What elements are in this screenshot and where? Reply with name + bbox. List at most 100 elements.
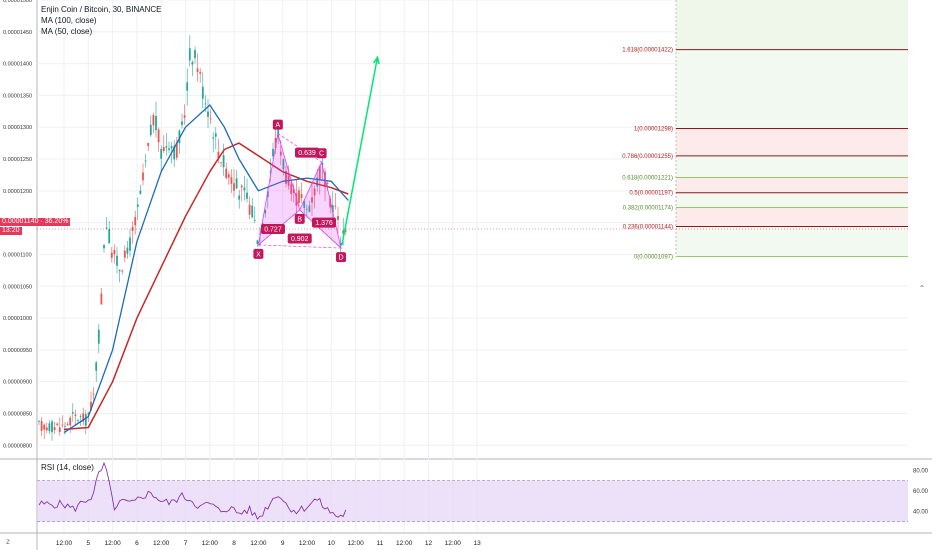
fib-zone bbox=[676, 49, 908, 129]
candle-body bbox=[318, 166, 321, 181]
x-tick-label: 10 bbox=[328, 540, 336, 547]
candle-body bbox=[266, 191, 269, 198]
y-tick-label: 0.00001300 bbox=[3, 125, 32, 131]
candle-body bbox=[100, 293, 103, 305]
candle-body bbox=[201, 86, 204, 99]
candle-body bbox=[337, 216, 339, 220]
candle-body bbox=[77, 420, 79, 422]
candle-body bbox=[105, 227, 108, 229]
rsi-line bbox=[38, 461, 347, 520]
pattern-point-badge bbox=[272, 119, 283, 130]
ma50-legend[interactable]: MA (50, close) bbox=[41, 27, 93, 36]
candle-body bbox=[235, 178, 238, 189]
fib-zone bbox=[676, 226, 908, 257]
rsi-legend[interactable]: RSI (14, close) bbox=[41, 463, 94, 472]
y-tick-label: 0.00001450 bbox=[3, 30, 32, 36]
candle-body bbox=[331, 205, 334, 213]
candle-body bbox=[204, 103, 207, 105]
candle-body bbox=[152, 115, 155, 126]
fib-level-label: 1(0.00001298) bbox=[634, 126, 673, 132]
fib-level-label: 0.236(0.00001144) bbox=[623, 224, 673, 230]
last-price-tag: 0.00001140 · 36.20% bbox=[0, 218, 71, 226]
candle-body bbox=[248, 204, 251, 215]
candle-body bbox=[196, 68, 199, 72]
candle-body bbox=[272, 148, 274, 157]
candle-body bbox=[79, 416, 82, 417]
candle-body bbox=[246, 192, 248, 199]
candle-body bbox=[108, 228, 111, 244]
ma50-line bbox=[63, 104, 349, 434]
candle-body bbox=[92, 393, 95, 395]
x-tick-label: 12:00 bbox=[396, 540, 413, 547]
candle-body bbox=[48, 423, 51, 432]
candle-body bbox=[305, 208, 308, 210]
candle-body bbox=[178, 130, 181, 144]
candle-body bbox=[308, 205, 311, 212]
pattern-point-label: D bbox=[338, 255, 343, 262]
candle-body bbox=[311, 197, 313, 203]
candle-body bbox=[82, 413, 85, 422]
candle-body bbox=[181, 121, 183, 126]
candle-body bbox=[170, 146, 173, 149]
candle-body bbox=[264, 210, 267, 214]
candle-body bbox=[233, 183, 235, 191]
pattern-ratio-badge bbox=[295, 147, 319, 158]
bar-timer: 13:20 bbox=[2, 227, 20, 234]
candle-body bbox=[43, 424, 46, 430]
candle-body bbox=[191, 61, 194, 65]
candle-body bbox=[121, 270, 124, 272]
y-tick-label: 0.00000950 bbox=[3, 348, 32, 354]
candle-body bbox=[334, 205, 337, 207]
x-tick-label: 8 bbox=[232, 540, 236, 547]
x-tick-label: 11 bbox=[377, 540, 384, 547]
candle-body bbox=[256, 240, 259, 244]
rsi-tick-label: 40.00 bbox=[913, 509, 929, 515]
candle-body bbox=[139, 190, 142, 195]
candle-body bbox=[212, 137, 215, 139]
candle-body bbox=[162, 147, 165, 152]
candle-body bbox=[253, 220, 256, 221]
candle-body bbox=[90, 401, 92, 411]
symbol-title[interactable]: Enjin Coin / Bitcoin, 30, BINANCE bbox=[41, 5, 162, 14]
settings-icon[interactable]: ⌃ bbox=[918, 284, 926, 293]
pattern-point-badge bbox=[316, 148, 327, 159]
pattern-point-badge bbox=[253, 248, 264, 259]
candle-body bbox=[269, 171, 272, 173]
candle-body bbox=[56, 423, 59, 425]
rsi-tick-label: 60.00 bbox=[913, 489, 929, 495]
candle-body bbox=[97, 329, 100, 344]
candle-body bbox=[38, 420, 40, 422]
bar-countdown: 13:20 bbox=[0, 227, 22, 235]
candle-body bbox=[87, 412, 90, 415]
candle-body bbox=[74, 414, 77, 416]
y-tick-label: 0.00001050 bbox=[3, 284, 32, 290]
candle-body bbox=[227, 174, 230, 178]
fib-zone bbox=[676, 155, 908, 178]
x-tick-label: 7 bbox=[184, 540, 188, 547]
candle-body bbox=[155, 116, 157, 131]
zoom-icon[interactable]: z bbox=[6, 537, 10, 546]
candle-body bbox=[230, 177, 233, 184]
pattern-point-badge bbox=[294, 213, 305, 224]
y-tick-label: 0.00001100 bbox=[3, 252, 32, 258]
pattern-ratio-label: 0.902 bbox=[291, 236, 309, 243]
candle-body bbox=[292, 188, 295, 193]
fib-zone bbox=[676, 128, 908, 156]
x-tick-label: 5 bbox=[86, 540, 90, 547]
candle-body bbox=[142, 172, 144, 181]
candle-body bbox=[95, 362, 98, 371]
y-tick-label: 0.00001250 bbox=[3, 157, 32, 163]
fib-level-label: 0.786(0.00001255) bbox=[622, 154, 673, 160]
x-tick-label: 12:00 bbox=[153, 540, 170, 547]
candle-body bbox=[51, 421, 53, 433]
x-tick-label: 12:00 bbox=[445, 540, 462, 547]
candle-body bbox=[45, 427, 48, 431]
candle-body bbox=[220, 162, 222, 164]
last-price: 0.00001140 bbox=[2, 218, 39, 225]
y-tick-label: 0.00000850 bbox=[3, 411, 32, 417]
candle-body bbox=[103, 244, 105, 249]
candle-body bbox=[71, 412, 74, 414]
ma100-legend[interactable]: MA (100, close) bbox=[41, 16, 97, 25]
candle-body bbox=[342, 230, 345, 234]
